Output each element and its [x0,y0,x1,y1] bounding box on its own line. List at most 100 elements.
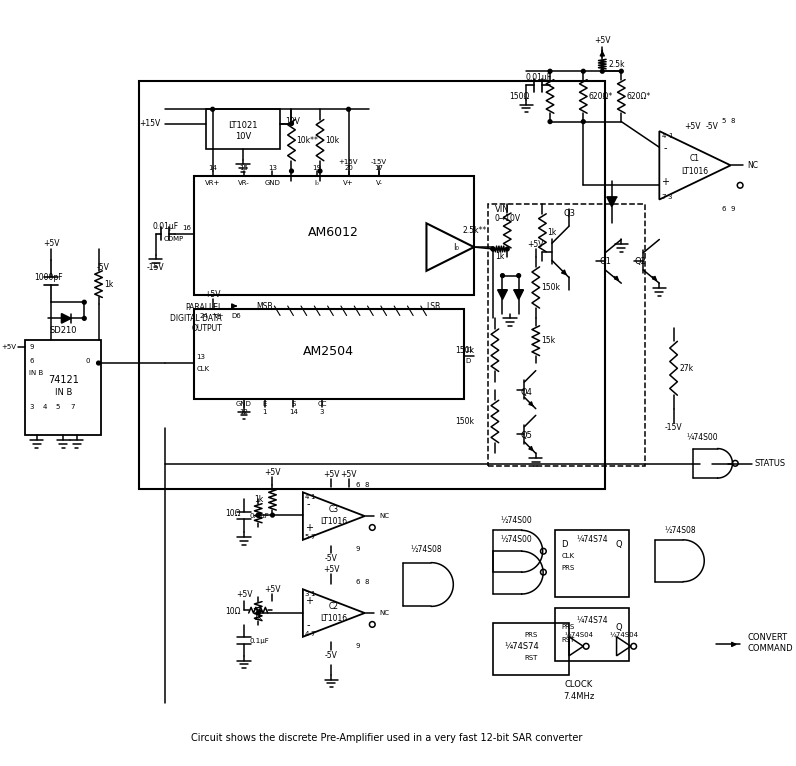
Text: 0→10V: 0→10V [495,214,521,223]
Text: SD210: SD210 [49,326,77,336]
Text: PRS: PRS [561,624,575,630]
Text: COMP: COMP [164,235,184,241]
Circle shape [211,107,214,111]
Text: RST: RST [525,655,538,661]
Text: 7: 7 [661,194,665,200]
Text: STATUS: STATUS [755,460,786,468]
Text: +5V: +5V [264,468,281,477]
Circle shape [318,169,322,173]
Text: 2.5k: 2.5k [608,60,625,69]
Text: VR-: VR- [238,181,250,186]
Text: 6: 6 [356,482,361,488]
Circle shape [82,316,86,320]
Text: 13: 13 [268,165,277,171]
Text: LSB: LSB [427,302,440,310]
Text: 1: 1 [263,410,267,415]
Text: C1: C1 [690,154,700,163]
Text: 3: 3 [29,404,33,410]
Text: 8: 8 [365,578,369,584]
Text: -: - [663,143,667,153]
Circle shape [600,70,604,73]
Text: IN B: IN B [55,388,72,397]
Text: NC: NC [747,161,759,170]
Text: 9: 9 [356,546,361,552]
Text: -5V: -5V [97,264,110,273]
Text: VR+: VR+ [205,181,220,186]
Text: +5V: +5V [236,591,252,600]
Circle shape [271,513,275,517]
Text: 0.1μF: 0.1μF [250,637,269,643]
Text: CLK: CLK [561,553,575,559]
Circle shape [256,611,260,615]
Text: Q5: Q5 [521,430,533,440]
Text: E: E [263,401,267,407]
Text: 0.1μF: 0.1μF [250,512,269,519]
Text: V+: V+ [214,313,224,319]
Text: RST: RST [561,637,575,643]
Text: 4: 4 [305,631,309,637]
Bar [193,309,465,399]
Text: 15: 15 [240,165,248,171]
Text: PARALLEL
DIGITAL DATA
OUTPUT: PARALLEL DIGITAL DATA OUTPUT [170,303,222,333]
Text: LT1016: LT1016 [320,614,347,624]
Text: 10Ω: 10Ω [225,509,241,518]
Text: Circuit shows the discrete Pre-Amplifier used in a very fast 12-bit SAR converte: Circuit shows the discrete Pre-Amplifier… [191,732,582,742]
Text: 1k: 1k [254,496,263,505]
Text: S: S [291,401,295,407]
Circle shape [491,247,495,251]
Circle shape [82,300,86,304]
Text: 2.5k**: 2.5k** [462,226,486,235]
Circle shape [290,122,294,126]
Text: 150k: 150k [455,417,474,426]
Text: 8: 8 [365,482,369,488]
Text: +15V: +15V [339,159,358,165]
Text: 1k: 1k [547,228,556,237]
Text: AM6012: AM6012 [308,226,359,239]
Text: Q: Q [615,623,622,632]
Circle shape [96,361,100,365]
Text: 19: 19 [313,165,322,171]
Text: 7: 7 [310,534,315,540]
Text: I₀: I₀ [453,243,459,251]
Text: ¼74S74: ¼74S74 [504,642,539,651]
Text: 1: 1 [668,133,673,139]
Bar [555,608,629,660]
Text: 5: 5 [722,118,726,123]
Circle shape [619,70,623,73]
Text: +15V: +15V [139,119,160,128]
Text: ¼74S04: ¼74S04 [610,632,638,638]
Text: 0.01μF: 0.01μF [525,74,551,83]
Text: +5V: +5V [685,122,700,131]
Text: 1000pF: 1000pF [34,273,62,282]
Text: 3: 3 [305,591,310,597]
Text: LT1016: LT1016 [320,517,347,526]
Text: ½74S08: ½74S08 [665,525,696,535]
Text: 3: 3 [668,194,673,200]
Text: +5V: +5V [594,36,611,45]
Text: 1k: 1k [495,252,505,261]
Text: 3: 3 [320,410,324,415]
Text: ¼74S04: ¼74S04 [564,632,593,638]
Polygon shape [514,290,524,300]
Text: NC: NC [379,610,389,616]
Text: 9: 9 [29,344,33,350]
Text: 14: 14 [289,410,298,415]
Text: 5: 5 [56,404,60,410]
Text: +5V: +5V [323,470,340,479]
Text: 6: 6 [722,206,726,212]
Text: 10V: 10V [285,117,300,126]
Text: +: + [661,178,669,188]
Circle shape [290,169,294,173]
Text: 17: 17 [374,165,384,171]
Text: V-: V- [376,181,382,186]
Polygon shape [61,313,71,323]
Text: 1: 1 [310,591,315,597]
Text: PRS: PRS [561,565,575,571]
Text: 0.01μF: 0.01μF [152,221,178,231]
Text: CC: CC [317,401,326,407]
Text: GND: GND [236,401,252,407]
Text: V+: V+ [343,181,354,186]
Text: NC: NC [379,513,389,519]
Text: +5V: +5V [43,239,59,247]
Text: 24: 24 [199,313,208,319]
